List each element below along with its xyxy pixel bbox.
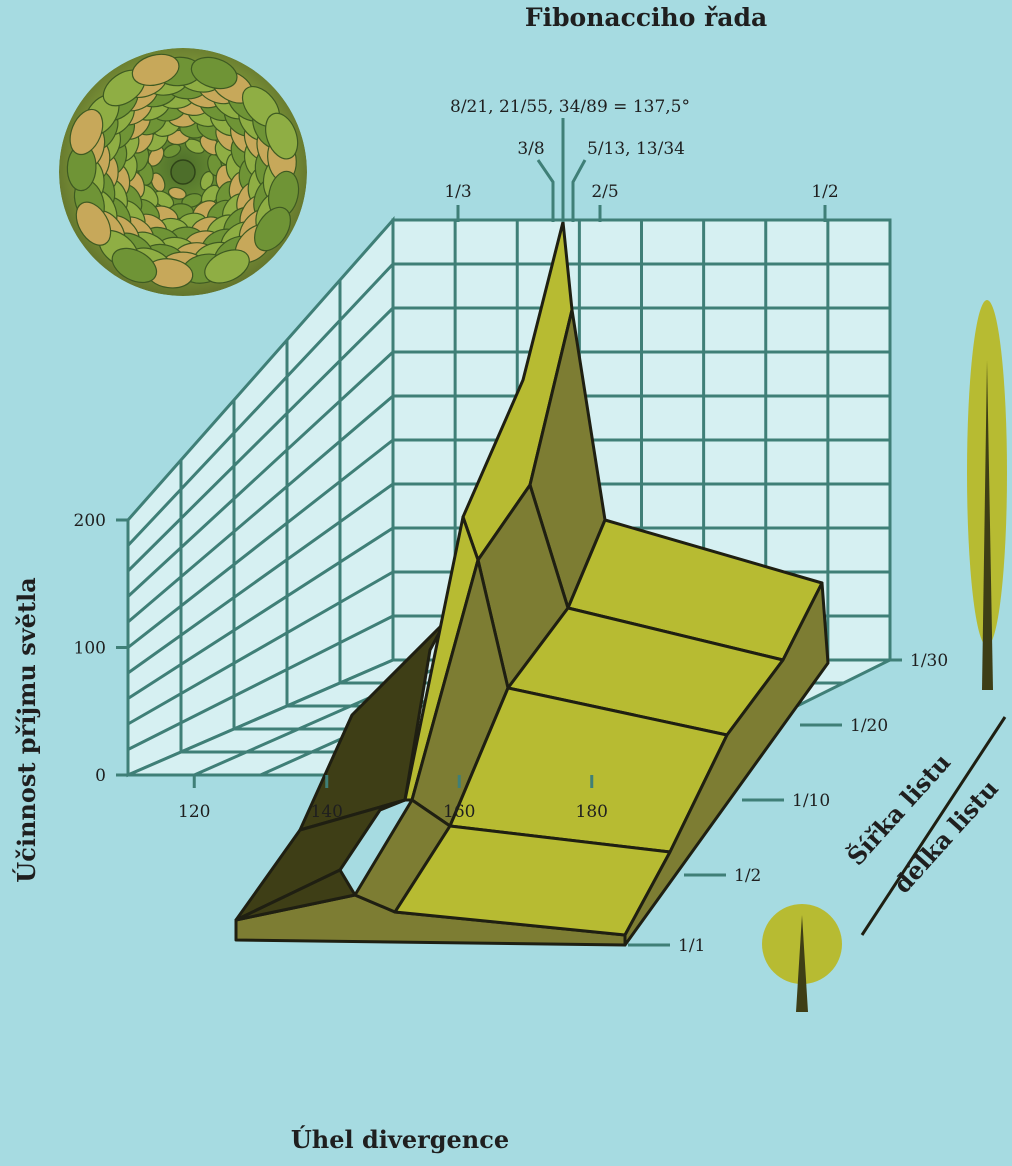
rosette-leaf <box>111 247 158 284</box>
grid-side-diagonal <box>127 394 394 624</box>
leader-5-13 <box>571 159 587 222</box>
efficiency-surface <box>234 220 830 947</box>
grid-side-diagonal <box>127 438 394 649</box>
round-leaf-icon <box>762 904 842 1012</box>
top-tick-label: 2/5 <box>591 182 618 202</box>
x-tick-label: 180 <box>576 802 608 822</box>
grid-side-diagonal <box>127 614 394 751</box>
z-axis-fraction-bar <box>860 716 1007 936</box>
x-axis-label: Úhel divergence <box>291 1125 509 1154</box>
annotation-5-13: 5/13, 13/34 <box>587 139 685 159</box>
surface-left-dark-front <box>234 798 407 922</box>
surface-left-dark-back <box>298 620 447 832</box>
rosette-leaf <box>75 201 112 246</box>
annotation-golden-angle: 8/21, 21/55, 34/89 = 137,5° <box>450 97 690 117</box>
z-tick-label: 1/30 <box>910 651 948 671</box>
rosette-leaf <box>204 249 250 284</box>
rosette-leaf <box>131 53 180 87</box>
rosette-leaf <box>265 112 299 160</box>
y-tick-label: 200 <box>74 511 106 531</box>
y-tick-label: 0 <box>95 766 106 786</box>
chart-title: Fibonacciho řada <box>525 3 767 32</box>
y-axis-label: Účinnost příjmu světla <box>12 577 41 882</box>
z-tick-label: 1/10 <box>792 791 830 811</box>
grid-side-diagonal <box>127 482 394 675</box>
rosette-leaf <box>69 108 104 156</box>
z-tick-label: 1/1 <box>678 936 705 956</box>
x-tick-label: 140 <box>311 802 343 822</box>
x-tick-label: 160 <box>443 802 475 822</box>
x-tick-label: 120 <box>178 802 210 822</box>
surface-right-side <box>623 581 830 947</box>
surface-left-dark-low <box>234 868 357 922</box>
annotation-3-8: 3/8 <box>517 139 544 159</box>
succulent-rosette-photo <box>59 48 307 296</box>
top-tick-label: 1/2 <box>811 182 838 202</box>
rosette-leaf <box>167 186 187 200</box>
y-tick-label: 100 <box>74 639 106 659</box>
annotation-leaders <box>536 118 587 222</box>
rosette-leaf <box>253 206 291 252</box>
z-tick-label: 1/2 <box>734 866 761 886</box>
narrow-leaf-icon <box>967 300 1007 690</box>
rosette-leaf <box>190 56 238 90</box>
top-tick-label: 1/3 <box>444 182 471 202</box>
grid-side-diagonal <box>127 526 394 700</box>
grid-side-diagonal <box>126 306 395 573</box>
grid-side-diagonal <box>126 350 395 598</box>
rosette-center <box>170 159 196 185</box>
z-tick-label: 1/20 <box>850 716 888 736</box>
axis-ticks <box>116 205 902 947</box>
grid-side-diagonal <box>126 262 395 547</box>
grid-side-diagonal <box>127 570 394 726</box>
leader-3-8 <box>536 159 555 222</box>
